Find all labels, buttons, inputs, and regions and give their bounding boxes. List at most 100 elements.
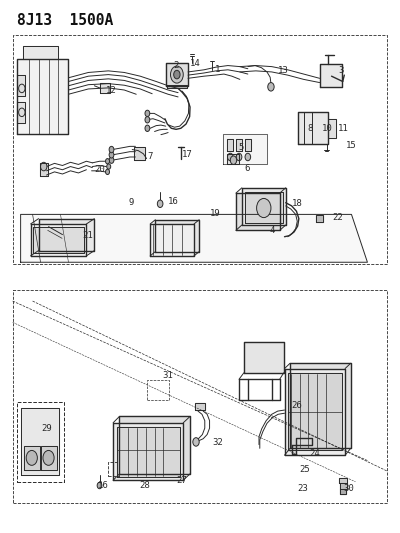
Polygon shape — [120, 416, 190, 474]
Circle shape — [43, 450, 54, 465]
Text: 27: 27 — [177, 476, 188, 484]
Polygon shape — [244, 342, 284, 373]
Polygon shape — [242, 188, 286, 225]
Polygon shape — [17, 102, 26, 123]
Circle shape — [109, 157, 114, 164]
Text: 18: 18 — [292, 199, 303, 208]
Circle shape — [97, 482, 102, 489]
Text: 15: 15 — [346, 141, 357, 150]
Circle shape — [26, 450, 37, 465]
Text: 31: 31 — [162, 371, 173, 380]
Polygon shape — [340, 483, 347, 489]
Polygon shape — [195, 402, 205, 410]
Circle shape — [230, 156, 237, 165]
Polygon shape — [236, 139, 242, 151]
Circle shape — [170, 66, 183, 83]
Polygon shape — [150, 224, 194, 256]
Polygon shape — [155, 220, 199, 252]
Text: 26: 26 — [291, 401, 302, 410]
Circle shape — [40, 163, 47, 171]
Text: 23: 23 — [298, 484, 308, 493]
Polygon shape — [316, 215, 323, 222]
Text: 8: 8 — [307, 124, 313, 133]
Polygon shape — [113, 423, 183, 480]
Circle shape — [109, 152, 114, 158]
Polygon shape — [40, 446, 56, 470]
Polygon shape — [328, 119, 336, 138]
Text: 6: 6 — [244, 164, 250, 173]
Circle shape — [145, 110, 150, 117]
Text: 24: 24 — [310, 449, 320, 458]
Circle shape — [228, 154, 233, 161]
Text: 29: 29 — [41, 424, 52, 433]
Polygon shape — [22, 408, 59, 475]
Polygon shape — [298, 112, 328, 144]
Text: 30: 30 — [343, 484, 354, 493]
Text: 1: 1 — [215, 66, 221, 74]
Circle shape — [106, 159, 110, 164]
Text: 3: 3 — [339, 67, 344, 75]
Text: 32: 32 — [212, 439, 223, 448]
Polygon shape — [340, 489, 346, 494]
Circle shape — [19, 108, 25, 117]
Circle shape — [109, 147, 114, 153]
Polygon shape — [227, 139, 234, 151]
Polygon shape — [227, 154, 239, 165]
Text: 11: 11 — [338, 124, 349, 133]
Circle shape — [174, 70, 180, 79]
Circle shape — [236, 154, 242, 161]
Text: 14: 14 — [190, 59, 200, 68]
Polygon shape — [290, 364, 351, 448]
Polygon shape — [23, 46, 58, 59]
Text: 28: 28 — [140, 481, 150, 490]
Circle shape — [145, 117, 150, 123]
Polygon shape — [339, 478, 348, 483]
Polygon shape — [117, 427, 180, 477]
Polygon shape — [17, 59, 68, 134]
Polygon shape — [21, 214, 368, 262]
Polygon shape — [134, 147, 145, 160]
Polygon shape — [166, 63, 188, 86]
Circle shape — [19, 84, 25, 93]
Circle shape — [107, 164, 111, 169]
Circle shape — [157, 200, 163, 207]
Circle shape — [257, 198, 271, 217]
Text: 17: 17 — [182, 150, 193, 159]
Text: 25: 25 — [299, 465, 310, 474]
Polygon shape — [223, 134, 267, 165]
Text: 16: 16 — [98, 481, 109, 490]
Text: 16: 16 — [168, 197, 178, 206]
Polygon shape — [17, 75, 26, 96]
Text: 21: 21 — [82, 231, 93, 240]
Circle shape — [145, 125, 150, 132]
Text: 4: 4 — [269, 226, 274, 235]
Text: 19: 19 — [210, 209, 220, 218]
Polygon shape — [40, 163, 48, 176]
Text: 10: 10 — [321, 124, 332, 133]
Polygon shape — [38, 219, 94, 251]
Polygon shape — [24, 446, 40, 470]
Circle shape — [106, 169, 110, 174]
Polygon shape — [245, 139, 251, 151]
Circle shape — [268, 83, 274, 91]
Polygon shape — [292, 438, 312, 454]
Polygon shape — [288, 373, 342, 450]
Text: 9: 9 — [129, 198, 134, 207]
Text: 7: 7 — [148, 152, 153, 161]
Text: 5: 5 — [238, 143, 243, 152]
Text: 13: 13 — [278, 67, 289, 75]
Polygon shape — [100, 83, 110, 93]
Polygon shape — [30, 224, 86, 256]
Polygon shape — [236, 193, 280, 230]
Polygon shape — [167, 85, 187, 88]
Text: 2: 2 — [173, 61, 179, 70]
Text: 12: 12 — [106, 85, 117, 94]
Circle shape — [245, 154, 251, 161]
Polygon shape — [245, 192, 282, 223]
Text: 22: 22 — [332, 213, 343, 222]
Polygon shape — [320, 64, 342, 87]
Circle shape — [193, 438, 199, 446]
Polygon shape — [33, 227, 84, 253]
Text: 20: 20 — [94, 165, 105, 174]
Text: 8J13  1500A: 8J13 1500A — [17, 13, 113, 28]
